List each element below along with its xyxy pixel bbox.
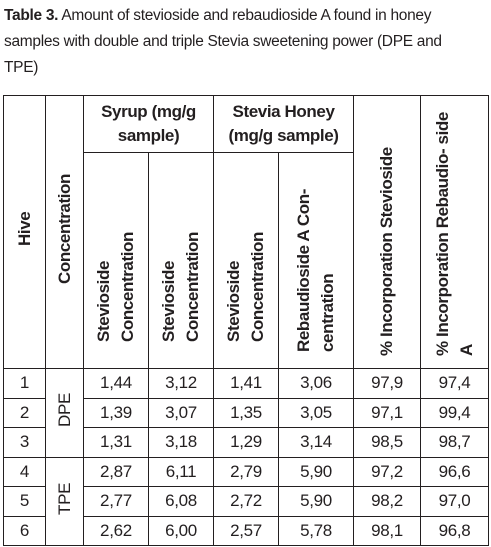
value-cell: 2,77 (83, 486, 149, 517)
header-cell: Stevioside Concentration (147, 152, 215, 369)
table-row: 4 TPE 2,87 6,11 2,79 5,90 97,2 96,6 (3, 456, 490, 546)
value-cell: 2,62 (83, 515, 149, 546)
header-cell: Concentration (45, 95, 84, 369)
group-cell: TPE (45, 456, 84, 546)
sub-header: Stevioside Concentration (159, 231, 202, 342)
value-cell: 1,31 (83, 427, 149, 458)
value-cell: 3,14 (278, 427, 355, 458)
data-table: Hive Concentration Syrup (mg/g sample) S… (3, 95, 490, 546)
caption-label: Table 3. (4, 7, 59, 24)
value-cell: 3,07 (147, 397, 215, 428)
value-cell: 98,5 (353, 427, 422, 458)
value-cell: 97,0 (420, 486, 490, 517)
value-cell: 2,57 (213, 515, 280, 546)
value-cell: 2,79 (213, 456, 280, 487)
header-honey: Stevia Honey (mg/g sample) (213, 95, 355, 153)
sub-header: Stevioside Concentration (94, 231, 137, 342)
caption: Table 3. Amount of stevioside and rebaud… (4, 3, 474, 81)
table-row: 6 2,62 6,00 2,57 5,78 98,1 96,8 (3, 515, 490, 546)
value-cell: 98,7 (420, 427, 490, 458)
header-cell: % Incorporation Stevioside (353, 95, 422, 369)
value-cell: 3,12 (147, 368, 215, 399)
header-syrup: Syrup (mg/g sample) (82, 95, 215, 153)
value-cell: 1,44 (83, 368, 149, 399)
table-row: 5 2,77 6,08 2,72 5,90 98,2 97,0 (3, 486, 490, 517)
table-body: 1 DPE 1,44 3,12 1,41 3,06 97,9 97,4 2 1,39 3,07 1,3… (3, 368, 490, 546)
value-cell: 96,6 (420, 456, 490, 487)
header-cell: % Incorporation Rebaudio- side A (420, 95, 490, 369)
value-cell: 1,41 (213, 368, 280, 399)
value-cell: 2,72 (213, 486, 280, 517)
value-cell: 3,18 (147, 427, 215, 458)
table-row: 2 1,39 3,07 1,35 3,05 97,1 99,4 (3, 397, 490, 428)
header-incorporation-stevioside: % Incorporation Stevioside (377, 147, 397, 356)
value-cell: 97,4 (420, 368, 490, 399)
sub-header: Rebaudioside A Con- centration (294, 188, 338, 352)
caption-text: Amount of stevioside and rebaudioside A … (4, 7, 442, 76)
value-cell: 6,11 (147, 456, 215, 487)
group-cell: DPE (45, 368, 84, 458)
value-cell: 97,2 (353, 456, 422, 487)
value-cell: 99,4 (420, 397, 490, 428)
value-cell: 96,8 (420, 515, 490, 546)
value-cell: 3,06 (278, 368, 355, 399)
value-cell: 6,00 (147, 515, 215, 546)
value-cell: 98,2 (353, 486, 422, 517)
hive-cell: 5 (3, 486, 46, 517)
header-hive: Hive (14, 211, 34, 246)
header-concentration: Concentration (54, 173, 74, 284)
hive-cell: 4 (3, 456, 46, 487)
value-cell: 6,08 (147, 486, 215, 517)
value-cell: 2,87 (83, 456, 149, 487)
sub-header: Stevioside Concentration (224, 231, 268, 342)
hive-cell: 2 (3, 397, 46, 428)
value-cell: 1,39 (83, 397, 149, 428)
group-label: DPE (54, 393, 74, 428)
header-cell: Stevioside Concentration (83, 152, 149, 369)
value-cell: 98,1 (353, 515, 422, 546)
header-incorporation-rebaudioside: % Incorporation Rebaudio- side A (432, 112, 476, 356)
group-label: TPE (54, 482, 74, 515)
table-row: 1 DPE 1,44 3,12 1,41 3,06 97,9 97,4 (3, 368, 490, 458)
hive-cell: 6 (3, 515, 46, 546)
header-cell: Rebaudioside A Con- centration (278, 152, 355, 369)
value-cell: 5,90 (278, 456, 355, 487)
value-cell: 5,90 (278, 486, 355, 517)
value-cell: 3,05 (278, 397, 355, 428)
hive-cell: 3 (3, 427, 46, 458)
value-cell: 5,78 (278, 515, 355, 546)
value-cell: 1,35 (213, 397, 280, 428)
value-cell: 97,9 (353, 368, 422, 399)
value-cell: 1,29 (213, 427, 280, 458)
value-cell: 97,1 (353, 397, 422, 428)
hive-cell: 1 (3, 368, 46, 399)
header-cell: Hive (3, 95, 46, 369)
header-cell: Stevioside Concentration (213, 152, 280, 369)
